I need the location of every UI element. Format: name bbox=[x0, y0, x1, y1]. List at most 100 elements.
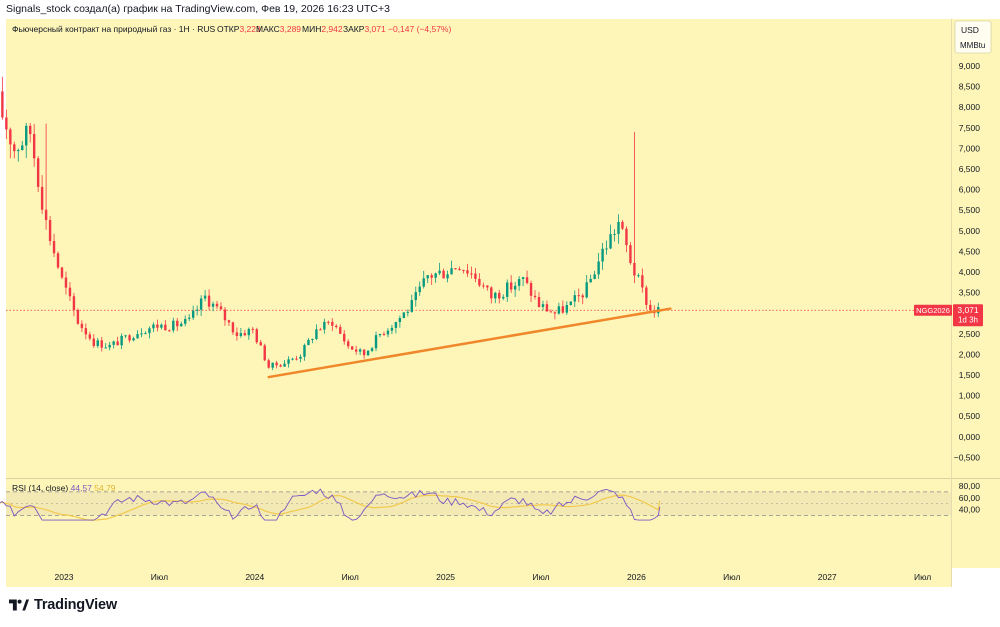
candle-body bbox=[60, 267, 64, 278]
trendline[interactable] bbox=[267, 307, 672, 379]
candle-body bbox=[561, 306, 565, 313]
rsi-legend: RSI (14, close) 44,57 54,79 bbox=[12, 483, 116, 493]
candle-body bbox=[430, 275, 433, 278]
candle-body bbox=[533, 295, 537, 298]
candle-body bbox=[17, 150, 20, 152]
legend-open: ОТКР3,223 bbox=[217, 24, 261, 34]
price-tick-label: 5,000 bbox=[959, 226, 981, 236]
candle-body bbox=[327, 321, 330, 323]
price-tick-label: 4,000 bbox=[959, 267, 981, 277]
candle-body bbox=[331, 321, 334, 326]
candle-body bbox=[402, 312, 406, 318]
time-axis-label: 2026 bbox=[627, 572, 646, 582]
candle-body bbox=[76, 310, 80, 324]
price-ticks: 9,000 8,500 8,000 7,500 7,000 6,500 6,000 5,500… bbox=[954, 61, 981, 462]
candle-body bbox=[124, 335, 127, 337]
candle-body bbox=[593, 274, 596, 279]
time-axis: 2023 Июл 2024 Июл 2025 Июл 2026 Июл 2027 Июл bbox=[55, 572, 932, 582]
candle-body bbox=[88, 334, 92, 339]
candle-body bbox=[84, 328, 88, 335]
candle-body bbox=[450, 268, 453, 275]
candle-body bbox=[354, 349, 358, 352]
price-tick-label: 5,500 bbox=[959, 205, 981, 215]
candle-body bbox=[537, 297, 541, 307]
chart[interactable]: Фьючерсный контракт на природный газ · 1… bbox=[0, 19, 1000, 590]
candle-body bbox=[609, 234, 612, 249]
candle-body bbox=[490, 287, 493, 299]
candle-body bbox=[116, 341, 119, 346]
candle-body bbox=[64, 277, 68, 288]
candle-body bbox=[605, 248, 608, 250]
candle-body bbox=[299, 356, 302, 359]
candle-body bbox=[513, 285, 517, 290]
candle-body bbox=[347, 341, 350, 347]
candle-body bbox=[426, 275, 429, 279]
candle-body bbox=[287, 359, 290, 364]
tradingview-brand[interactable]: TradingView bbox=[9, 597, 117, 613]
candle-body bbox=[164, 324, 167, 331]
candle-body bbox=[517, 279, 521, 286]
candle-body bbox=[207, 295, 211, 307]
candle-body bbox=[410, 300, 413, 312]
candle-body bbox=[370, 348, 374, 351]
tradingview-logo-icon bbox=[9, 599, 29, 611]
candle-body bbox=[191, 310, 195, 318]
candle-body bbox=[577, 295, 580, 297]
rsi-ticks: 80,00 60,00 40,00 bbox=[959, 481, 981, 515]
candle-body bbox=[247, 328, 251, 336]
candle-body bbox=[21, 145, 24, 151]
legend-high: МАКС3,289 bbox=[256, 24, 301, 34]
candle-body bbox=[5, 117, 8, 130]
candle-body bbox=[545, 304, 549, 312]
candle-body bbox=[1, 91, 4, 118]
candle-body bbox=[529, 283, 533, 296]
candle-body bbox=[446, 274, 449, 279]
rsi-tick-label: 80,00 bbox=[959, 481, 981, 491]
candle-body bbox=[319, 329, 322, 331]
candle-body bbox=[96, 340, 99, 346]
symbol-tag bbox=[914, 304, 952, 316]
candle-body bbox=[132, 338, 135, 341]
candle-body bbox=[9, 129, 12, 145]
candle-body bbox=[470, 273, 473, 275]
candle-body bbox=[525, 277, 529, 284]
candle-body bbox=[362, 349, 366, 356]
price-tag-countdown: 1d 3h bbox=[958, 315, 978, 324]
candle-body bbox=[462, 270, 465, 272]
candle-body bbox=[374, 335, 378, 349]
footer: TradingView bbox=[0, 590, 1000, 627]
candle-body bbox=[271, 362, 274, 368]
candle-body bbox=[386, 330, 390, 335]
candle-body bbox=[235, 332, 239, 336]
currency-box[interactable] bbox=[954, 20, 992, 54]
candle-body bbox=[44, 209, 48, 221]
candle-body bbox=[649, 304, 652, 311]
candle-body bbox=[104, 347, 107, 349]
candle-body bbox=[263, 345, 266, 361]
chart-credit: Signals_stock создал(а) график на Tradin… bbox=[0, 0, 1000, 19]
candle-body bbox=[211, 303, 215, 307]
candle-body bbox=[311, 338, 314, 340]
candle-body bbox=[406, 311, 410, 313]
candle-body bbox=[184, 318, 187, 324]
price-tick-label: 6,000 bbox=[959, 185, 981, 195]
candle-body bbox=[120, 335, 123, 346]
price-axis-background bbox=[951, 19, 1000, 568]
candle-body bbox=[168, 330, 171, 332]
candle-body bbox=[438, 270, 441, 274]
candle-body bbox=[176, 320, 179, 327]
candle-body bbox=[48, 220, 52, 242]
candle-body bbox=[549, 311, 553, 313]
price-tick-label: 3,500 bbox=[959, 288, 981, 298]
candle-body bbox=[29, 125, 32, 135]
candle-body bbox=[458, 268, 461, 271]
candle-body bbox=[323, 321, 326, 330]
candle-body bbox=[307, 339, 310, 346]
candle-body bbox=[295, 358, 298, 360]
price-tag-value: 3,071 bbox=[957, 305, 979, 315]
candle-body bbox=[565, 305, 569, 313]
candle-body bbox=[275, 362, 278, 366]
candle-body bbox=[172, 320, 175, 331]
candle-body bbox=[637, 275, 640, 277]
price-tick-label: 6,500 bbox=[959, 164, 981, 174]
